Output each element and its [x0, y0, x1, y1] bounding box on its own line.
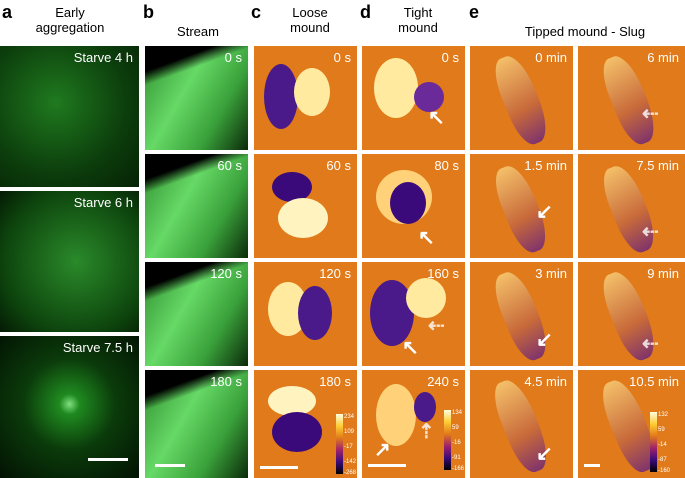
colorbar	[650, 412, 657, 472]
dashed-arrow-icon: ⇠	[642, 333, 659, 355]
time-tag: Starve 4 h	[73, 50, 133, 65]
image-d-160s: 160 s ↖ ⇠	[362, 262, 465, 366]
solid-arrow-icon: ↙	[536, 201, 553, 223]
panel-label-d: d	[360, 2, 371, 22]
dashed-arrow-icon: ⇡	[418, 421, 435, 443]
solid-arrow-icon: ↗	[374, 439, 391, 461]
dashed-arrow-icon: ⇠	[428, 315, 445, 337]
time-tag: 160 s	[427, 266, 459, 281]
time-tag: 10.5 min	[629, 374, 679, 389]
scale-bar	[88, 458, 128, 461]
time-tag: 0 min	[535, 50, 567, 65]
solid-arrow-icon: ↙	[536, 329, 553, 351]
time-tag: 9 min	[647, 266, 679, 281]
image-e-3min: 3 min ↙	[470, 262, 573, 366]
image-e-6min: 6 min ⇠	[578, 46, 685, 150]
time-tag: 180 s	[210, 374, 242, 389]
image-e-1-5min: 1.5 min ↙	[470, 154, 573, 258]
image-b-0s: 0 s	[145, 46, 248, 150]
panel-label-e: e	[469, 2, 480, 22]
image-d-0s: 0 s ↖	[362, 46, 465, 150]
image-e-7-5min: 7.5 min ⇠	[578, 154, 685, 258]
time-tag: 0 s	[441, 50, 459, 65]
panel-title-a: Early aggregation	[35, 5, 105, 35]
image-e-9min: 9 min ⇠	[578, 262, 685, 366]
image-c-60s: 60 s	[254, 154, 357, 258]
time-tag: 80 s	[434, 158, 459, 173]
solid-arrow-icon: ↙	[536, 443, 553, 465]
panel-label-c: c	[251, 2, 262, 22]
time-tag: 0 s	[333, 50, 351, 65]
scale-bar	[368, 464, 406, 467]
panel-title-b: Stream	[177, 24, 219, 39]
dashed-arrow-icon: ⇠	[642, 103, 659, 125]
image-a-starve-6h: Starve 6 h	[0, 191, 139, 332]
time-tag: 120 s	[319, 266, 351, 281]
time-tag: 60 s	[326, 158, 351, 173]
image-d-240s: 240 s ↗ ⇡ 134 59 -16 -91 -166	[362, 370, 465, 478]
time-tag: 240 s	[427, 374, 459, 389]
panel-label-a: a	[2, 2, 13, 22]
time-tag: Starve 7.5 h	[62, 340, 133, 355]
solid-arrow-icon: ↖	[402, 337, 419, 359]
time-tag: 60 s	[217, 158, 242, 173]
image-b-180s: 180 s	[145, 370, 248, 478]
image-e-0min: 0 min	[470, 46, 573, 150]
solid-arrow-icon: ↖	[428, 107, 445, 129]
image-a-starve-7-5h: Starve 7.5 h	[0, 336, 139, 478]
scale-bar	[155, 464, 185, 467]
scale-bar	[584, 464, 600, 467]
image-b-120s: 120 s	[145, 262, 248, 366]
image-e-4-5min: 4.5 min ↙	[470, 370, 573, 478]
scale-bar	[260, 466, 298, 469]
colorbar	[336, 414, 343, 474]
time-tag: 1.5 min	[524, 158, 567, 173]
image-a-starve-4h: Starve 4 h	[0, 46, 139, 187]
time-tag: Starve 6 h	[73, 195, 133, 210]
dashed-arrow-icon: ⇠	[642, 221, 659, 243]
image-d-80s: 80 s ↖	[362, 154, 465, 258]
panel-title-c: Loose mound	[290, 5, 330, 35]
time-tag: 180 s	[319, 374, 351, 389]
panel-title-d: Tight mound	[398, 5, 438, 35]
image-b-60s: 60 s	[145, 154, 248, 258]
image-e-10-5min: 10.5 min 132 59 -14 -87 -160	[578, 370, 685, 478]
time-tag: 0 s	[224, 50, 242, 65]
time-tag: 7.5 min	[636, 158, 679, 173]
panel-title-e: Tipped mound - Slug	[524, 24, 646, 39]
time-tag: 3 min	[535, 266, 567, 281]
colorbar	[444, 410, 451, 470]
time-tag: 4.5 min	[524, 374, 567, 389]
image-c-120s: 120 s	[254, 262, 357, 366]
panel-label-b: b	[143, 2, 154, 22]
image-c-0s: 0 s	[254, 46, 357, 150]
time-tag: 6 min	[647, 50, 679, 65]
solid-arrow-icon: ↖	[418, 227, 435, 249]
time-tag: 120 s	[210, 266, 242, 281]
image-c-180s: 180 s 234 109 -17 -142 -268	[254, 370, 357, 478]
